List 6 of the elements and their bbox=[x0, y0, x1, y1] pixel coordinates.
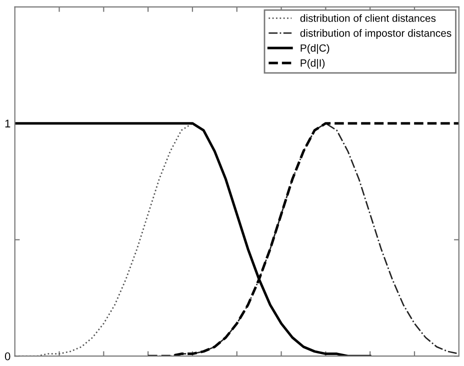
y-tick-label: 0 bbox=[4, 352, 10, 360]
y-tick-label: 1 bbox=[5, 120, 10, 128]
legend-label: distribution of impostor distances bbox=[300, 29, 452, 39]
legend-label: P(d|I) bbox=[300, 59, 325, 69]
legend-label: P(d|C) bbox=[300, 44, 330, 54]
legend-label: distribution of client distances bbox=[300, 14, 436, 22]
